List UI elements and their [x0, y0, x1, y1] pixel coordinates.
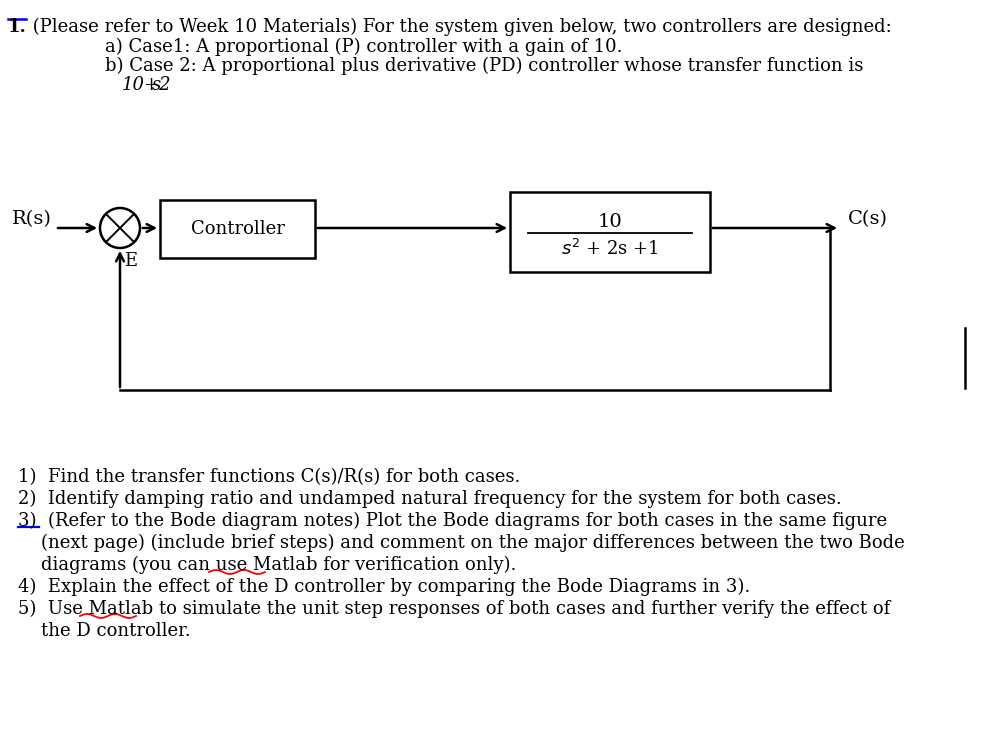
Text: C(s): C(s): [848, 210, 888, 228]
Text: 1.: 1.: [8, 18, 27, 36]
Text: 4)  Explain the effect of the D controller by comparing the Bode Diagrams in 3).: 4) Explain the effect of the D controlle…: [18, 578, 751, 596]
Text: Controller: Controller: [190, 220, 284, 238]
Text: a) Case1: A proportional (P) controller with a gain of 10.: a) Case1: A proportional (P) controller …: [105, 38, 623, 57]
Text: 5)  Use Matlab to simulate the unit step responses of both cases and further ver: 5) Use Matlab to simulate the unit step …: [18, 600, 890, 618]
Text: R(s): R(s): [12, 210, 52, 228]
Text: $s^2$ + 2s +1: $s^2$ + 2s +1: [562, 239, 659, 259]
Text: E: E: [124, 252, 137, 270]
Text: 1)  Find the transfer functions C(s)/R(s) for both cases.: 1) Find the transfer functions C(s)/R(s)…: [18, 468, 521, 486]
Bar: [510, 192, 710, 272]
Bar: [160, 200, 315, 258]
Text: 10+2: 10+2: [122, 76, 171, 94]
Text: 10: 10: [598, 213, 623, 231]
Text: (next page) (include brief steps) and comment on the major differences between t: (next page) (include brief steps) and co…: [18, 534, 905, 552]
Text: b) Case 2: A proportional plus derivative (PD) controller whose transfer functio: b) Case 2: A proportional plus derivativ…: [105, 57, 864, 75]
Text: diagrams (you can use Matlab for verification only).: diagrams (you can use Matlab for verific…: [18, 556, 517, 574]
Text: s: s: [152, 76, 161, 94]
Text: 2)  Identify damping ratio and undamped natural frequency for the system for bot: 2) Identify damping ratio and undamped n…: [18, 490, 842, 508]
Text: 3)  (Refer to the Bode diagram notes) Plot the Bode diagrams for both cases in t: 3) (Refer to the Bode diagram notes) Plo…: [18, 512, 887, 530]
Text: (Please refer to Week 10 Materials) For the system given below, two controllers : (Please refer to Week 10 Materials) For …: [27, 18, 892, 36]
Text: the D controller.: the D controller.: [18, 622, 190, 640]
